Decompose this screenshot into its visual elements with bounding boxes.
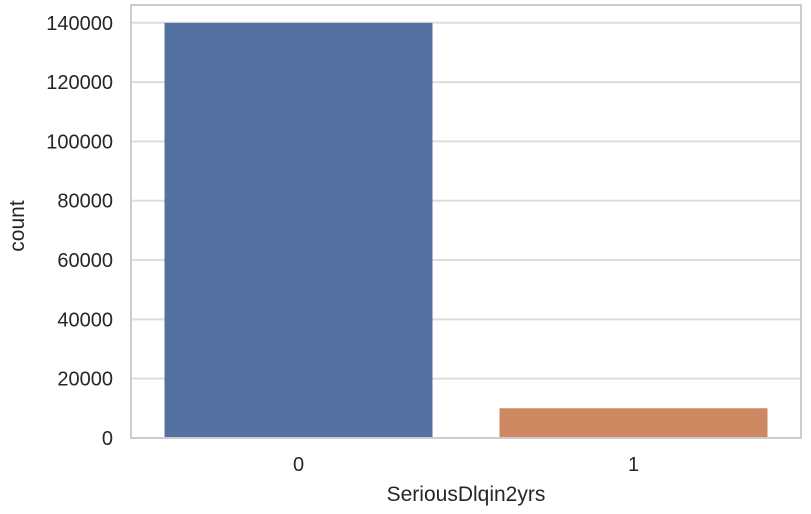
y-axis-title: count xyxy=(6,200,29,252)
x-tick-label: 1 xyxy=(628,454,639,476)
plot-frame xyxy=(130,4,802,439)
y-tick-label: 20000 xyxy=(57,369,113,391)
y-tick-label: 120000 xyxy=(46,72,113,94)
y-tick-label: 80000 xyxy=(57,191,113,213)
y-tick-label: 100000 xyxy=(46,131,113,153)
y-tick-labels: 0 20000 40000 60000 80000 100000 120000 140000 xyxy=(46,13,113,450)
y-tick-label: 140000 xyxy=(46,13,113,35)
bar-1 xyxy=(499,408,768,438)
y-tick-label: 40000 xyxy=(57,309,113,331)
bar-0 xyxy=(164,22,433,438)
bar-layer xyxy=(164,22,768,438)
y-tick-label: 0 xyxy=(102,428,113,450)
x-tick-label: 0 xyxy=(293,454,304,476)
x-axis-title: SeriousDlqin2yrs xyxy=(387,483,546,506)
y-tick-label: 60000 xyxy=(57,250,113,272)
